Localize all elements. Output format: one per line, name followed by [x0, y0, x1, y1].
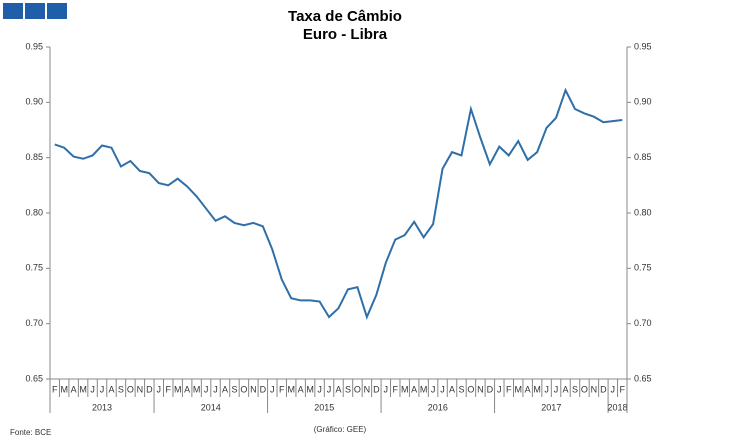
x-tick-label: M: [306, 384, 314, 394]
x-tick-label: N: [364, 384, 371, 394]
y-tick-label: 0.95: [25, 41, 43, 51]
x-tick-label: N: [137, 384, 144, 394]
year-label: 2017: [541, 402, 561, 412]
x-tick-label: M: [60, 384, 68, 394]
x-tick-label: M: [401, 384, 409, 394]
x-tick-label: J: [554, 384, 559, 394]
x-tick-label: A: [222, 384, 228, 394]
x-tick-label: D: [600, 384, 607, 394]
x-tick-label: M: [79, 384, 87, 394]
x-tick-label: J: [317, 384, 322, 394]
x-tick-label: J: [270, 384, 275, 394]
logo-block: [47, 3, 67, 19]
x-tick-label: D: [260, 384, 267, 394]
x-tick-label: N: [477, 384, 484, 394]
x-tick-label: O: [240, 384, 247, 394]
x-tick-label: O: [127, 384, 134, 394]
x-tick-label: A: [184, 384, 190, 394]
x-tick-label: F: [165, 384, 171, 394]
x-tick-label: J: [611, 384, 616, 394]
year-label: 2013: [92, 402, 112, 412]
year-label: 2018: [608, 402, 628, 412]
y-tick-label: 0.75: [25, 263, 43, 273]
x-tick-label: D: [146, 384, 153, 394]
x-tick-label: N: [250, 384, 257, 394]
x-tick-label: A: [563, 384, 569, 394]
x-tick-label: J: [544, 384, 549, 394]
x-tick-label: J: [100, 384, 105, 394]
x-tick-label: J: [204, 384, 209, 394]
y2-tick-label: 0.95: [634, 41, 652, 51]
x-tick-label: A: [108, 384, 114, 394]
y2-tick-label: 0.80: [634, 207, 652, 217]
x-tick-label: A: [525, 384, 531, 394]
x-tick-label: J: [384, 384, 389, 394]
year-label: 2016: [428, 402, 448, 412]
x-tick-label: S: [345, 384, 351, 394]
x-tick-label: A: [449, 384, 455, 394]
x-tick-label: J: [327, 384, 332, 394]
x-tick-label: M: [193, 384, 201, 394]
x-tick-label: S: [118, 384, 124, 394]
x-tick-label: F: [279, 384, 285, 394]
x-tick-label: A: [71, 384, 77, 394]
x-tick-label: A: [335, 384, 341, 394]
x-tick-label: J: [157, 384, 162, 394]
x-tick-label: J: [440, 384, 445, 394]
year-label: 2015: [314, 402, 334, 412]
chart-subtitle: Euro - Libra: [303, 26, 388, 43]
logo-block: [3, 3, 23, 19]
y-tick-label: 0.80: [25, 207, 43, 217]
x-tick-label: J: [497, 384, 502, 394]
x-tick-label: O: [467, 384, 474, 394]
x-tick-label: J: [431, 384, 436, 394]
y2-tick-label: 0.75: [634, 263, 652, 273]
x-tick-label: S: [458, 384, 464, 394]
y2-tick-label: 0.70: [634, 318, 652, 328]
y-tick-label: 0.70: [25, 318, 43, 328]
x-tick-label: A: [411, 384, 417, 394]
x-tick-label: N: [591, 384, 598, 394]
x-tick-label: F: [506, 384, 512, 394]
x-tick-label: F: [393, 384, 399, 394]
credit: (Gráfico: GEE): [314, 425, 367, 434]
y-tick-label: 0.90: [25, 97, 43, 107]
x-tick-label: S: [231, 384, 237, 394]
logo-block: [25, 3, 45, 19]
y2-tick-label: 0.90: [634, 97, 652, 107]
x-tick-label: M: [514, 384, 522, 394]
x-tick-label: F: [620, 384, 626, 394]
y-tick-label: 0.65: [25, 373, 43, 383]
x-tick-label: M: [174, 384, 182, 394]
x-tick-label: A: [298, 384, 304, 394]
chart-title: Taxa de Câmbio: [288, 8, 402, 25]
x-tick-label: M: [420, 384, 428, 394]
line: [54, 87, 623, 320]
x-tick-label: O: [354, 384, 361, 394]
source: Fonte: BCE: [10, 428, 51, 437]
x-tick-label: S: [572, 384, 578, 394]
x-tick-label: D: [487, 384, 494, 394]
x-tick-label: F: [52, 384, 58, 394]
year-label: 2014: [201, 402, 221, 412]
x-tick-label: M: [287, 384, 295, 394]
y-tick-label: 0.85: [25, 152, 43, 162]
y2-tick-label: 0.65: [634, 373, 652, 383]
x-tick-label: O: [581, 384, 588, 394]
x-tick-label: D: [373, 384, 380, 394]
x-tick-label: J: [213, 384, 218, 394]
x-tick-label: M: [533, 384, 541, 394]
y2-tick-label: 0.85: [634, 152, 652, 162]
x-tick-label: J: [90, 384, 95, 394]
